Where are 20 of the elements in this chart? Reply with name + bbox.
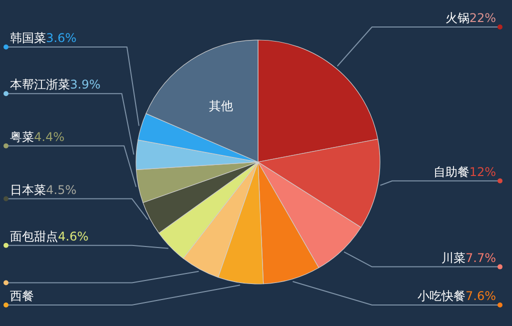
slice-label: 小吃快餐: [418, 289, 466, 303]
slice-label: 火锅: [445, 11, 470, 25]
data-label: 4.4%: [34, 130, 64, 144]
slice-label: 粤菜: [10, 130, 34, 144]
data-label: 3.6%: [46, 31, 76, 45]
slice-label: 西餐: [10, 289, 34, 303]
slice-label: 本帮江浙菜: [10, 78, 70, 92]
slice-label: 面包甜点: [10, 229, 58, 244]
data-label: 3.9%: [70, 78, 100, 92]
data-label: 4.5%: [46, 182, 76, 197]
slice-label: 川菜: [442, 250, 466, 265]
slice-label: 其他: [209, 98, 234, 113]
slice-label: 韩国菜: [10, 31, 46, 45]
slice-label: 日本菜: [10, 182, 46, 197]
data-label: 7.6%: [466, 289, 496, 303]
slice-label: 自助餐: [433, 164, 470, 179]
data-label: 4.6%: [58, 229, 88, 244]
data-label: 7.7%: [466, 250, 496, 265]
data-label: 22%: [469, 11, 496, 25]
data-label: 12%: [469, 164, 496, 179]
